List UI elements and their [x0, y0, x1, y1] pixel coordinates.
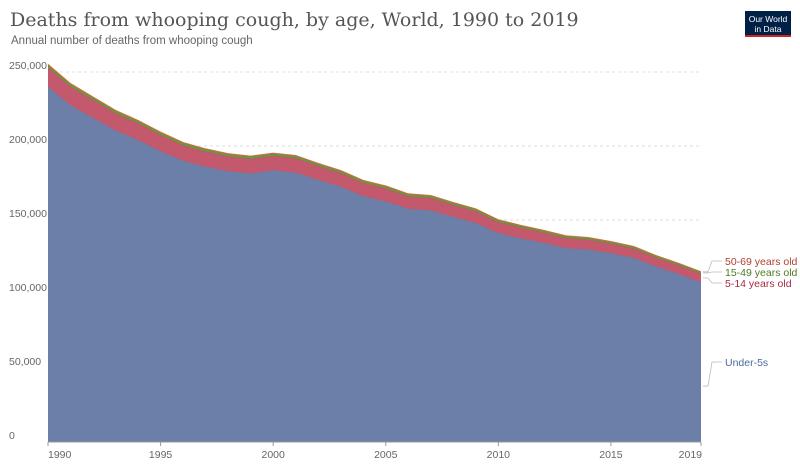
- chart-subtitle: Annual number of deaths from whooping co…: [11, 35, 253, 47]
- x-tick-label: 1995: [149, 449, 173, 461]
- area-series: [48, 86, 701, 443]
- axes: 0 50,000 100,000 150,000 200,000 250,000 1990 1…: [9, 60, 702, 461]
- x-tick-label: 1990: [48, 449, 72, 461]
- logo-accent-bar: [745, 35, 791, 37]
- area-series-outline: [47, 63, 702, 272]
- y-tick-label: 250,000: [9, 60, 47, 72]
- owid-logo[interactable]: Our World in Data: [745, 11, 791, 37]
- y-tick-label: 0: [9, 430, 15, 442]
- chart-title: Deaths from whooping cough, by age, Worl…: [10, 9, 579, 31]
- legend-connector: [703, 271, 722, 274]
- legend-connector: [703, 277, 722, 284]
- legend-label: 5-14 years old: [725, 278, 792, 290]
- x-tick-label: 2000: [261, 449, 285, 461]
- legend-label: Under-5s: [725, 357, 768, 369]
- logo-line-2: in Data: [754, 24, 782, 34]
- y-tick-label: 100,000: [9, 282, 47, 294]
- legend-label: 15-49 years old: [725, 267, 798, 279]
- legend-connector: [703, 260, 722, 273]
- x-tick-label: 2010: [487, 449, 511, 461]
- legend-label: 50-69 years old: [725, 256, 798, 268]
- y-tick-label: 150,000: [9, 208, 47, 220]
- legend-connector: [703, 361, 722, 387]
- x-tick-label: 2019: [679, 449, 703, 461]
- logo-line-1: Our World: [748, 14, 788, 24]
- x-tick-label: 2005: [374, 449, 398, 461]
- x-tick-label: 2015: [599, 449, 623, 461]
- series-areas: [47, 63, 702, 443]
- y-tick-label: 50,000: [9, 356, 41, 368]
- y-tick-label: 200,000: [9, 134, 47, 146]
